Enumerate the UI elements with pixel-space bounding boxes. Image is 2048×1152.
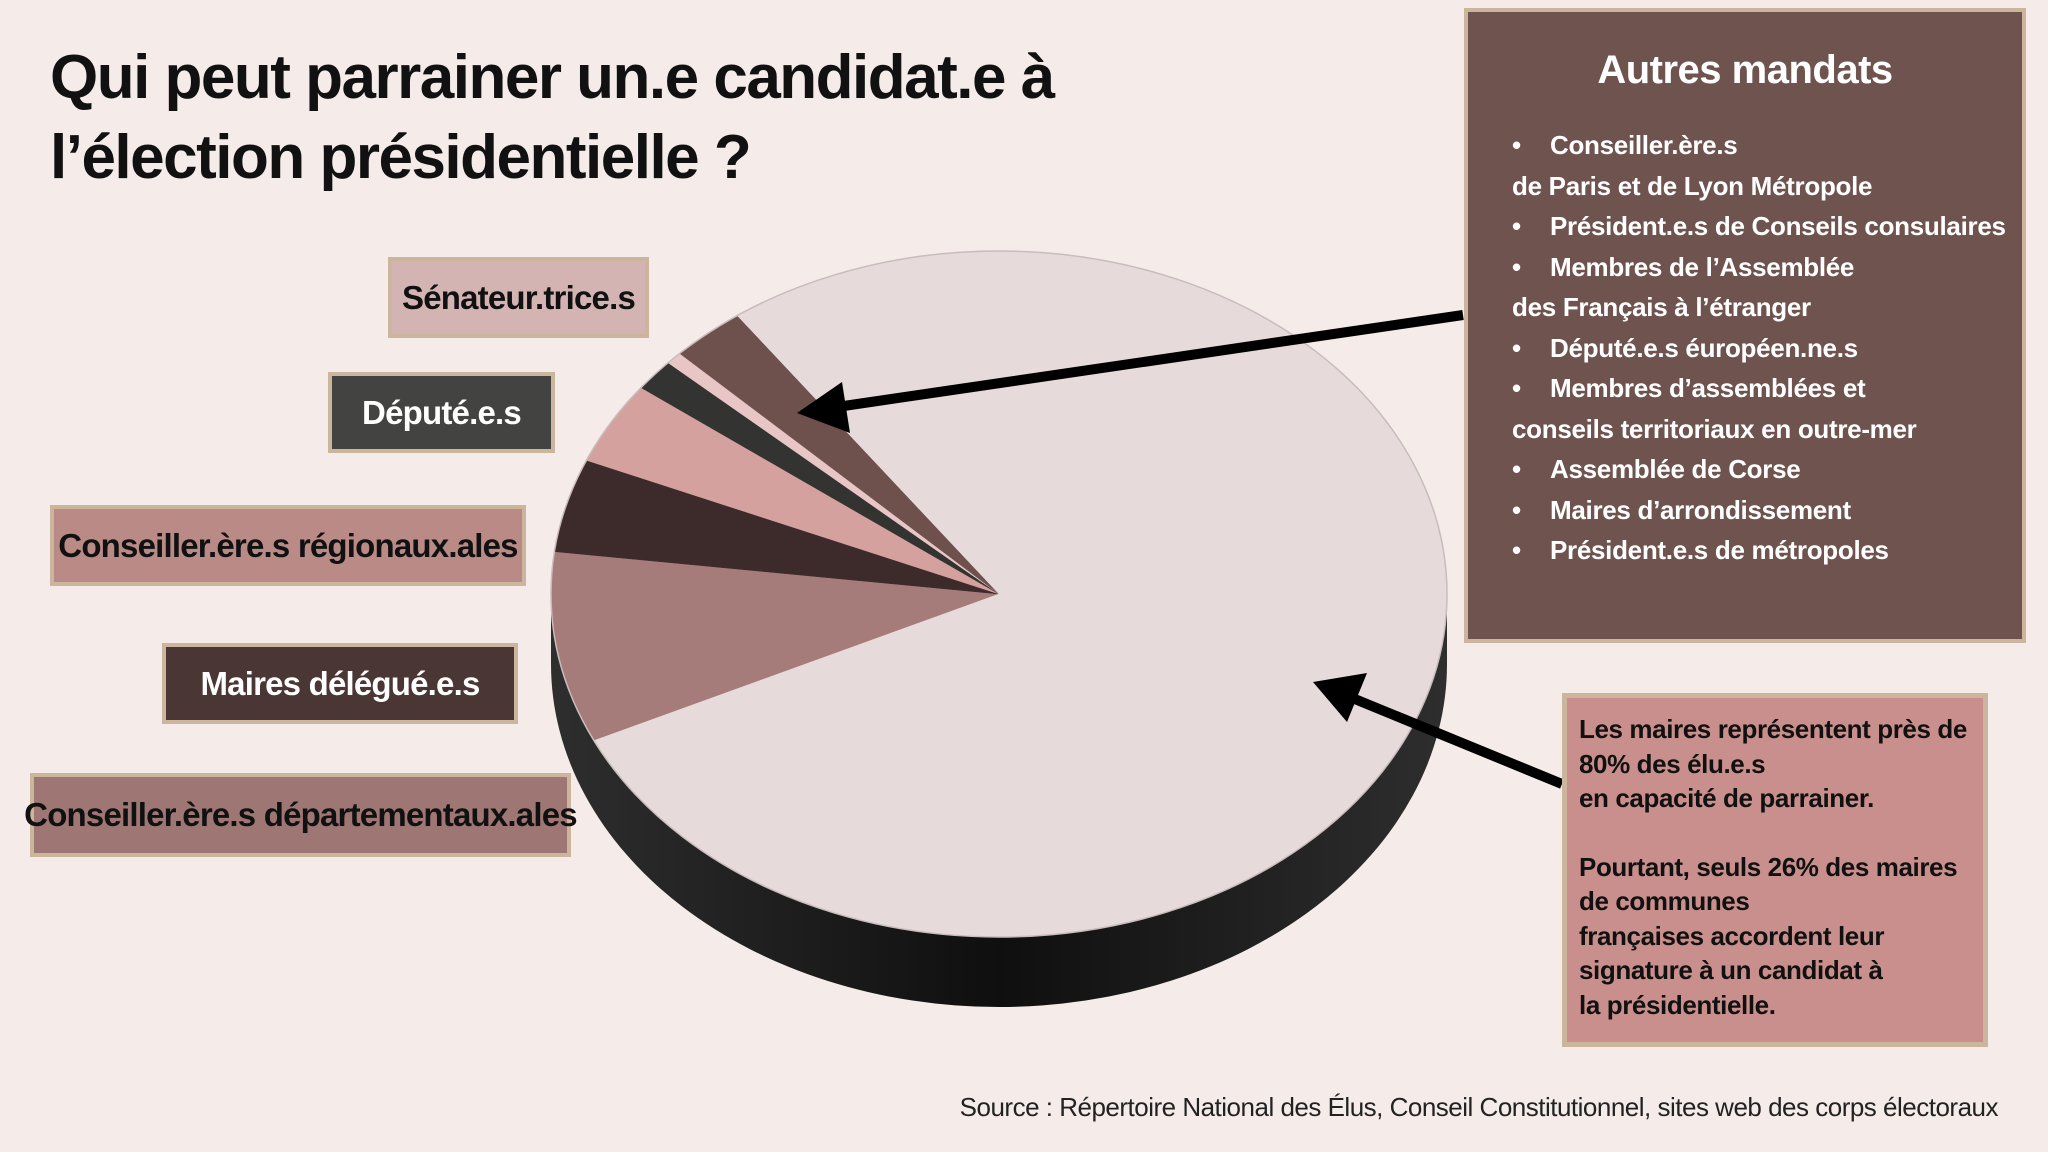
autres-mandats-item-text: Président.e.s de Conseils consulaires [1550,211,2006,241]
label-senateurs: Sénateur.trice.s [388,257,649,338]
autres-mandats-title: Autres mandats [1597,48,1893,92]
bullet-icon: • [1512,332,1521,363]
label-deputes: Député.e.s [328,372,555,453]
bullet-icon: • [1512,494,1521,525]
bullet-icon: • [1512,130,1521,160]
autres-mandats-list: • Conseiller.ère.s de Paris et de Lyon Mét… [1468,125,2022,571]
autres-mandats-item-text: Membres de l’Assemblée [1550,251,1855,282]
pie-side-depth [551,594,1447,1007]
label-maires-delegues-text: Maires délégué.e.s [200,664,480,702]
label-regionaux: Conseiller.ère.s régionaux.ales [50,505,526,586]
page-title: Qui peut parrainer un.e candidat.e à l’é… [50,43,1055,192]
autres-mandats-item-text: des Français à l’étranger [1512,292,1811,322]
label-departementaux-text: Conseiller.ère.s départementaux.ales [24,796,577,833]
note-paragraph-2: Pourtant, seuls 26% des maires de commun… [1579,851,1958,1020]
autres-mandats-item: • Président.e.s de métropoles [1512,530,2022,571]
autres-mandats-item: • Maires d’arrondissement [1512,490,2022,531]
pie-rim [550,250,1448,938]
autres-mandats-item-text: conseils territoriaux en outre-mer [1512,413,1917,444]
autres-mandats-item-text: Président.e.s de métropoles [1550,535,1889,565]
label-senateurs-text: Sénateur.trice.s [402,278,636,316]
autres-mandats-item: • Président.e.s de Conseils consulaires [1512,206,2022,247]
label-departementaux: Conseiller.ère.s départementaux.ales [24,773,578,857]
autres-mandats-item-text: Conseiller.ère.s [1550,130,1738,160]
arrow-maires [1313,673,1564,789]
bullet-icon: • [1512,535,1521,565]
bullet-icon: • [1512,373,1521,403]
label-regionaux-text: Conseiller.ère.s régionaux.ales [58,526,518,564]
autres-mandats-item-text: Maires d’arrondissement [1550,494,1851,525]
autres-mandats-item: • Député.e.s éuropéen.ne.s [1512,328,2022,369]
autres-mandats-item: • Assemblée de Corse [1512,449,2022,490]
bullet-icon: • [1512,251,1521,282]
autres-mandats-box: Autres mandats • Conseiller.ère.s de Paris… [1464,8,2026,643]
autres-mandats-item-text: Membres d’assemblées et [1550,373,1866,403]
autres-mandats-item: de Paris et de Lyon Métropole [1512,166,2022,207]
label-deputes-text: Député.e.s [362,393,522,431]
autres-mandats-item-text: de Paris et de Lyon Métropole [1512,170,1873,201]
autres-mandats-item-text: Assemblée de Corse [1550,454,1801,484]
label-maires-delegues: Maires délégué.e.s [162,643,518,724]
autres-mandats-item: • Membres de l’Assemblée [1512,247,2022,288]
autres-mandats-item: • Membres d’assemblées et [1512,368,2022,409]
autres-mandats-item: conseils territoriaux en outre-mer [1512,409,2022,450]
autres-mandats-item: des Français à l’étranger [1512,287,2022,328]
arrow-autres-mandats [797,310,1464,433]
autres-mandats-item: • Conseiller.ère.s [1512,125,2022,166]
source-text: Source : Répertoire National des Élus, C… [959,1092,1999,1122]
note-paragraph-1: Les maires représentent près de 80% des … [1579,714,1967,813]
autres-mandats-item-text: Député.e.s éuropéen.ne.s [1550,332,1858,363]
bullet-icon: • [1512,211,1521,241]
maires-note-box: Les maires représentent près de 80% des … [1562,693,1988,1047]
bullet-icon: • [1512,454,1521,484]
